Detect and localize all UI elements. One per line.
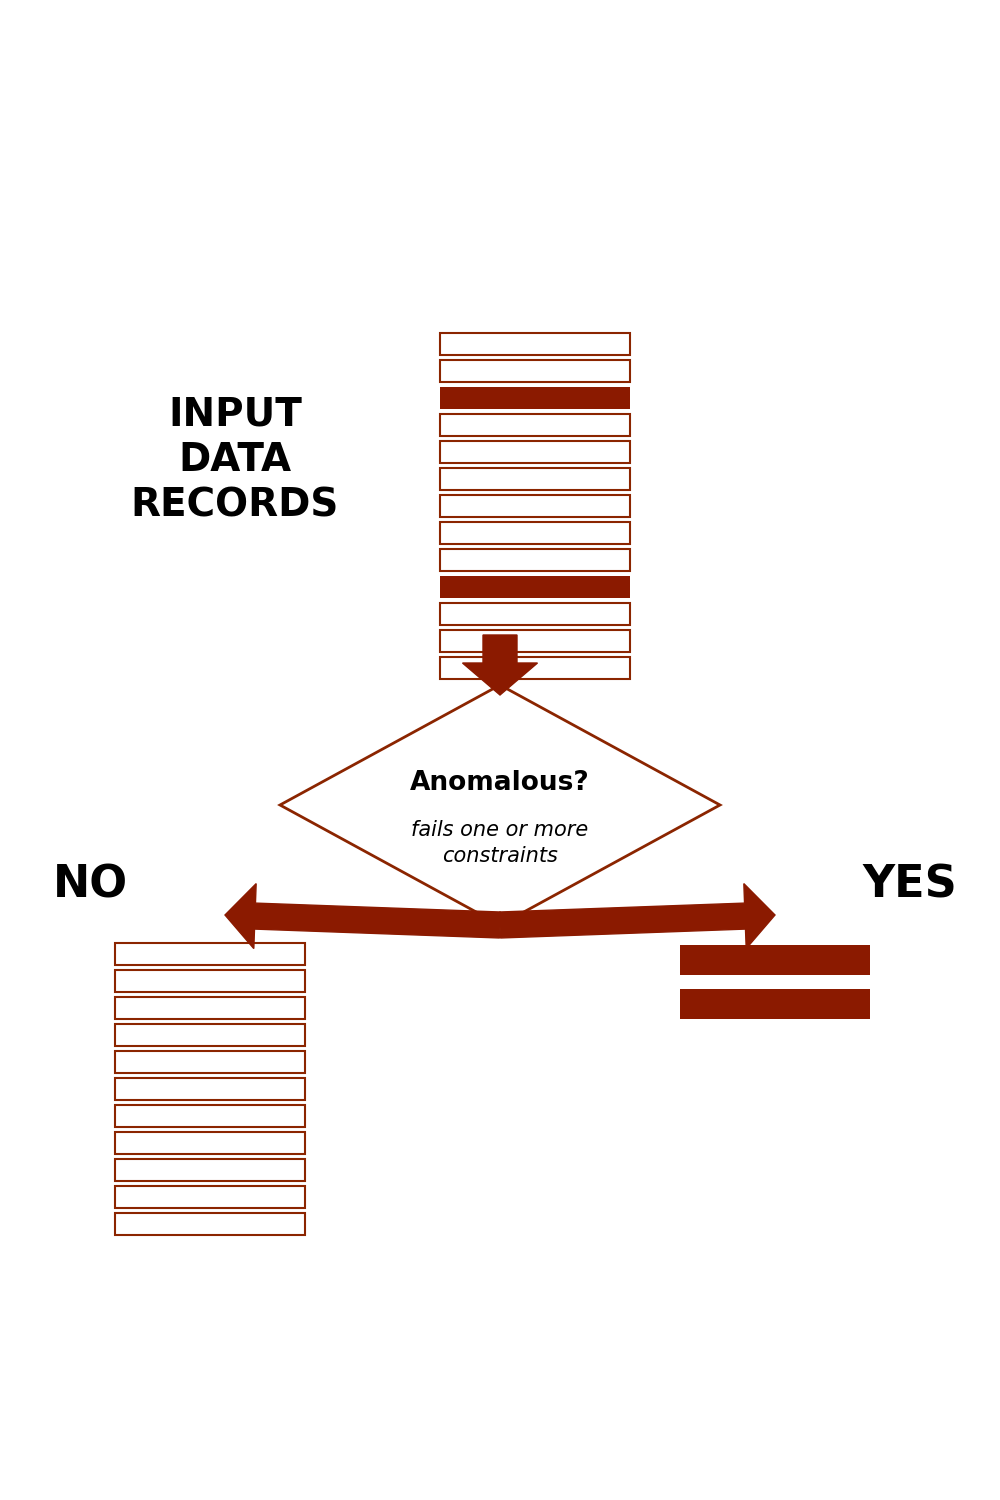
- Polygon shape: [280, 686, 720, 926]
- Text: fails one or more
constraints: fails one or more constraints: [411, 821, 589, 866]
- Bar: [440, 603, 630, 625]
- Bar: [680, 988, 870, 1018]
- Bar: [115, 1052, 305, 1072]
- Bar: [440, 495, 630, 517]
- Bar: [115, 1106, 305, 1126]
- Bar: [440, 414, 630, 436]
- Bar: [680, 945, 870, 975]
- Bar: [115, 944, 305, 964]
- Polygon shape: [225, 884, 500, 948]
- Bar: [115, 1132, 305, 1154]
- Bar: [115, 998, 305, 1018]
- Bar: [440, 387, 630, 410]
- Bar: [115, 1160, 305, 1180]
- Bar: [115, 1186, 305, 1208]
- Bar: [115, 970, 305, 992]
- Text: YES: YES: [863, 864, 957, 906]
- Bar: [440, 522, 630, 544]
- Polygon shape: [500, 884, 775, 948]
- Bar: [440, 576, 630, 598]
- Polygon shape: [462, 634, 538, 694]
- Bar: [440, 468, 630, 490]
- Bar: [440, 657, 630, 680]
- Bar: [440, 333, 630, 356]
- Bar: [115, 1214, 305, 1234]
- Bar: [440, 360, 630, 382]
- Bar: [440, 441, 630, 464]
- Bar: [440, 630, 630, 652]
- Bar: [115, 1024, 305, 1045]
- Text: Anomalous?: Anomalous?: [410, 770, 590, 796]
- Bar: [440, 549, 630, 572]
- Text: INPUT
DATA
RECORDS: INPUT DATA RECORDS: [131, 396, 339, 525]
- Bar: [115, 1078, 305, 1100]
- Text: NO: NO: [52, 864, 128, 906]
